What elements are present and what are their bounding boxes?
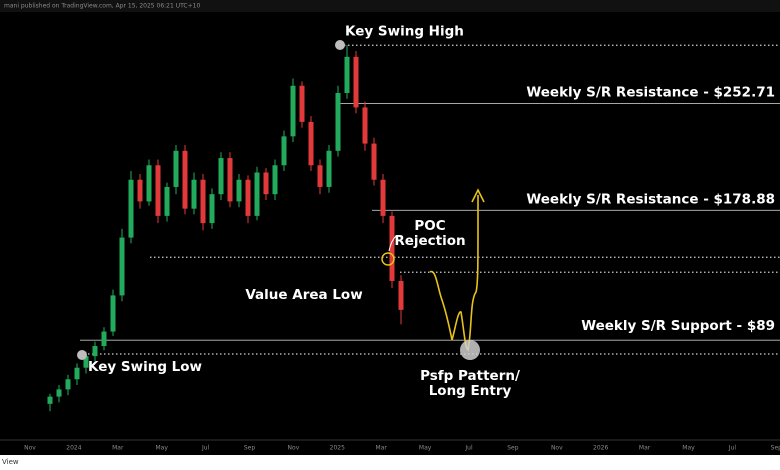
annotation: Rejection [394, 233, 465, 249]
header-text: mani published on TradingView.com, Apr 1… [4, 3, 200, 10]
candle-body [83, 356, 89, 368]
x-axis-label: 2026 [593, 445, 608, 452]
candle-body [209, 194, 215, 224]
candle-body [326, 150, 332, 187]
annotation: Long Entry [429, 383, 512, 399]
x-axis-label: May [155, 445, 168, 452]
swing-high-dot [335, 40, 345, 50]
level-label: Weekly S/R Resistance - $178.88 [526, 191, 775, 207]
x-axis-label: Sep [244, 445, 256, 452]
x-axis-label: Jul [728, 445, 737, 452]
candle-body [299, 85, 305, 122]
candle-body [389, 215, 395, 281]
annotation: Value Area Low [245, 287, 362, 303]
level-label: Key Swing Low [88, 359, 202, 375]
candle-body [380, 179, 386, 216]
x-axis-label: May [419, 445, 432, 452]
candle-body [272, 165, 278, 195]
x-axis-label: 2025 [330, 445, 345, 452]
candle-body [119, 237, 125, 296]
candle-body [182, 150, 188, 209]
candle-body [110, 295, 116, 332]
candle-body [200, 179, 206, 224]
candle-body [353, 56, 359, 108]
candle-body [65, 379, 71, 390]
candle-body [281, 136, 287, 166]
candle-body [128, 179, 134, 238]
candle-body [74, 367, 80, 380]
candle-body [101, 331, 107, 347]
candle-body [218, 158, 224, 195]
swing-low-dot [77, 350, 87, 360]
x-axis-label: Mar [639, 445, 651, 452]
candle-body [335, 92, 341, 151]
header-bar [0, 0, 780, 12]
candle-body [362, 107, 368, 144]
candle-body [164, 186, 170, 216]
candle-body [227, 158, 233, 202]
footer-bar [0, 455, 780, 470]
x-axis-label: Mar [112, 445, 124, 452]
x-axis-label: Jul [201, 445, 210, 452]
candle-body [317, 165, 323, 187]
candle-body [92, 346, 98, 357]
candle-body [344, 56, 350, 93]
poc-circle [381, 252, 395, 266]
annotation: Psfp Pattern/ [420, 368, 520, 384]
candle-body [146, 165, 152, 202]
x-axis-label: Sep [507, 445, 519, 452]
candle-body [137, 179, 143, 202]
projection-path [429, 195, 479, 352]
candle-body [245, 179, 251, 216]
level-label: Weekly S/R Resistance - $252.71 [526, 85, 775, 101]
projection-arrow [471, 188, 485, 203]
candle-body [398, 280, 404, 310]
candle-body [371, 143, 377, 180]
x-axis-label: Sep [771, 445, 780, 452]
x-axis-label: Nov [288, 445, 300, 452]
candle-body [308, 121, 314, 166]
candle-body [56, 389, 62, 397]
x-axis-label: Nov [24, 445, 36, 452]
candle-body [155, 165, 161, 216]
level-label: Key Swing High [345, 23, 464, 39]
annotation: POC [414, 218, 445, 234]
psfp-dot [460, 340, 480, 360]
candle-body [290, 85, 296, 137]
candle-body [254, 172, 260, 216]
footer-text: View [2, 458, 19, 466]
x-axis-label: Mar [376, 445, 388, 452]
x-axis-label: May [682, 445, 695, 452]
poc-pointer [388, 235, 397, 252]
candle-body [263, 172, 269, 195]
x-axis-label: 2024 [66, 445, 81, 452]
candle-body [47, 396, 53, 404]
x-axis-label: Jul [464, 445, 473, 452]
candle-body [191, 179, 197, 209]
candle-body [173, 150, 179, 187]
level-label: Weekly S/R Support - $89 [581, 318, 775, 334]
x-axis-label: Nov [551, 445, 563, 452]
candle-body [236, 179, 242, 202]
